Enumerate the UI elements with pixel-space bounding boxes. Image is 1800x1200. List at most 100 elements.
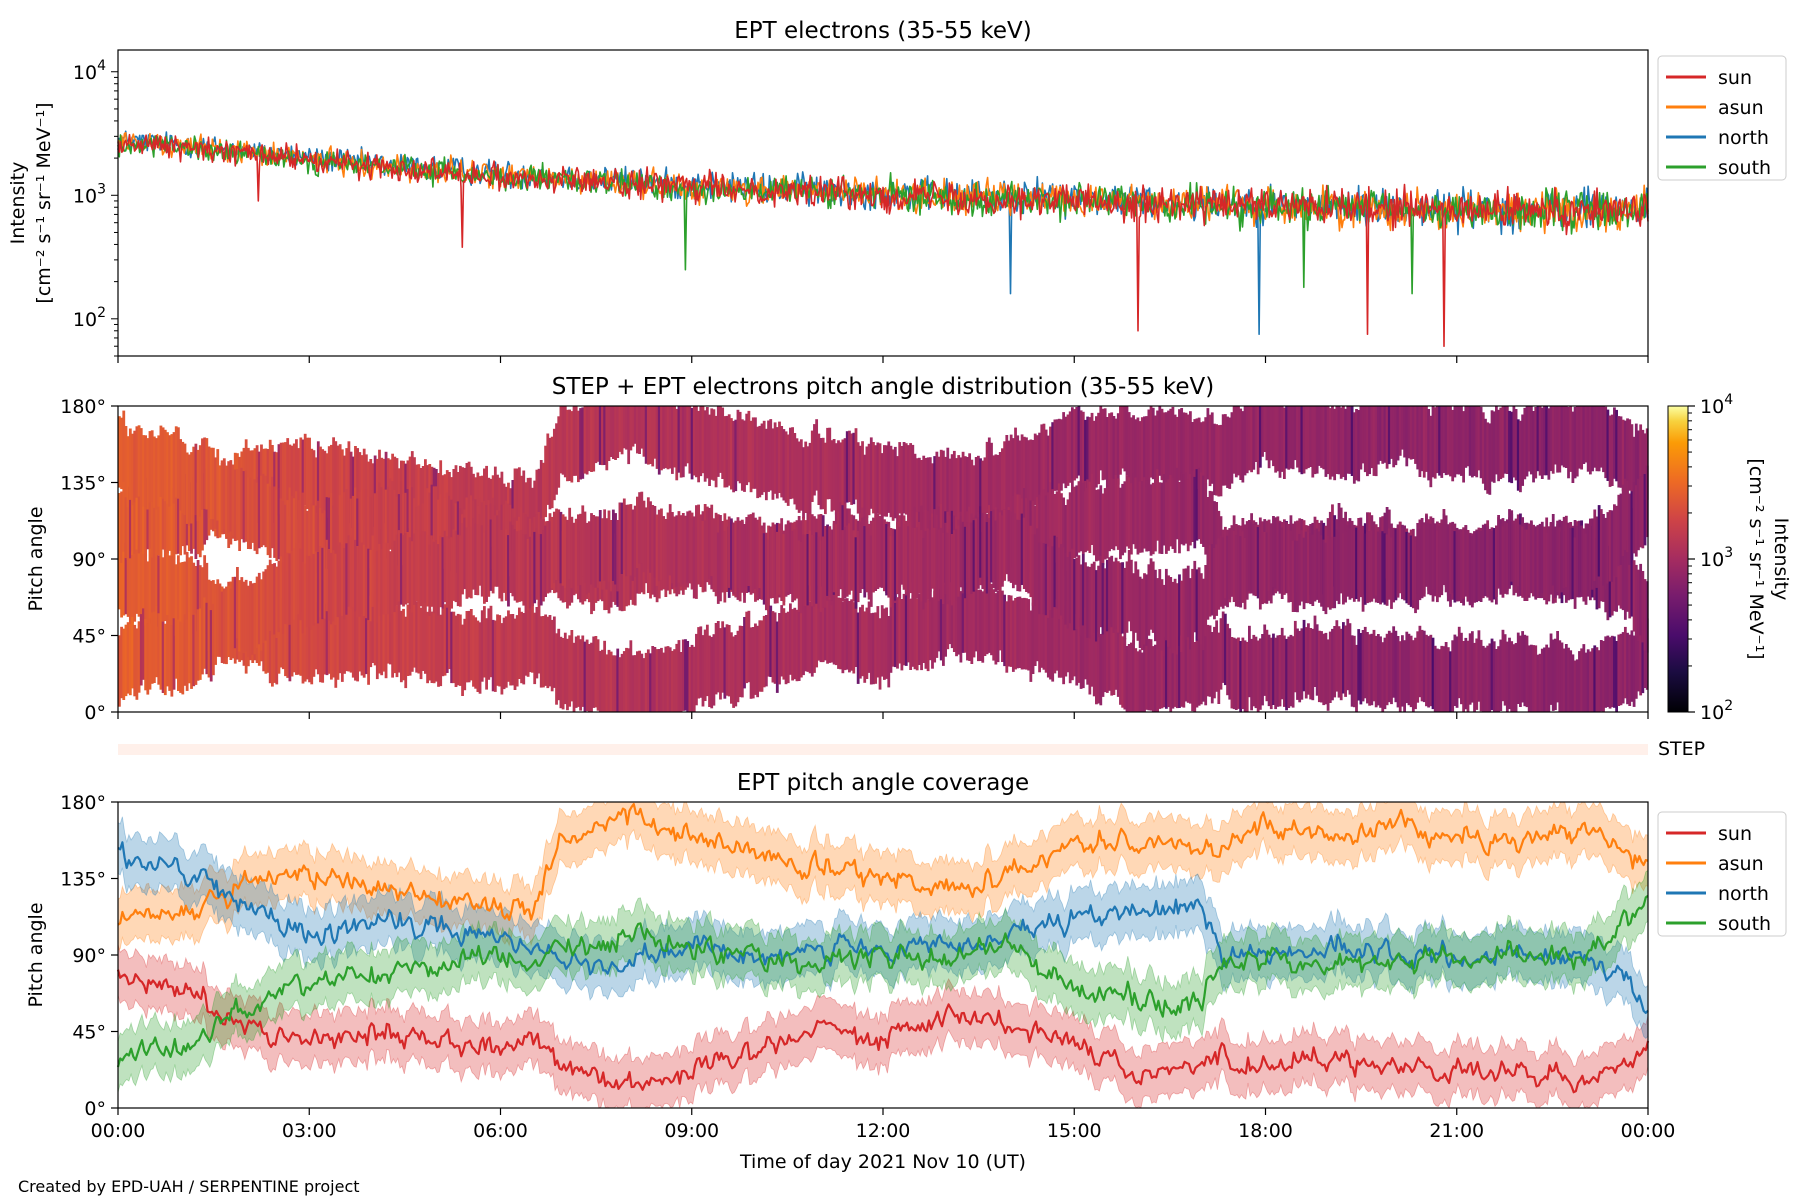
pad-cell-north: [179, 439, 182, 511]
pad-cell-south: [566, 519, 569, 592]
pad-cell-sun: [487, 608, 491, 680]
pad-cell-south: [944, 522, 947, 595]
pad-cell-sun: [190, 556, 193, 628]
pad-cell-south: [1527, 523, 1531, 595]
pad-cell-south: [227, 585, 231, 657]
pad-cell-sun: [1099, 633, 1103, 706]
pad-cell-sun: [133, 550, 137, 622]
pad-cell-south: [1304, 531, 1308, 604]
pad-cell-asun: [1344, 408, 1347, 481]
pad-cell-south: [649, 501, 652, 573]
pad-cell-south: [139, 614, 143, 686]
pad-cell-sun: [174, 564, 178, 636]
pad-cell-north: [1077, 481, 1081, 553]
pad-cell-south: [740, 521, 744, 593]
pad-cell-south: [1075, 557, 1079, 629]
pad-cell-south: [491, 522, 495, 594]
pad-cell-asun: [1143, 416, 1146, 488]
pad-cell-south: [843, 527, 847, 599]
pad-cell-north: [249, 477, 252, 550]
pad-cell-south: [1140, 578, 1144, 651]
pad-cell-south: [316, 552, 320, 624]
pad-cell-south: [1440, 523, 1444, 596]
pad-cell-asun: [1044, 429, 1048, 501]
pad-cell-south: [1387, 528, 1391, 600]
pad-cell-south: [1033, 534, 1037, 606]
pad-cell-asun: [950, 454, 954, 526]
pad-cell-south: [915, 527, 919, 599]
pad-cell-asun: [1267, 406, 1271, 469]
pad-cell-sun: [1269, 637, 1273, 710]
pad-cell-sun: [1217, 632, 1221, 704]
pad-cell-sun: [1433, 645, 1437, 712]
pad-cell-asun: [1136, 417, 1140, 489]
pad-cell-asun: [843, 438, 847, 510]
pad-cell-south: [898, 526, 902, 599]
pad-cell-asun: [644, 406, 648, 464]
pad-cell-south: [854, 537, 858, 609]
pad-cell-sun: [1313, 615, 1317, 687]
pad-cell-sun: [1095, 632, 1098, 705]
pad-cell-north: [181, 441, 185, 514]
pad-cell-north: [1210, 491, 1214, 563]
pad-cell-south: [236, 567, 239, 639]
pad-cell-north: [1127, 477, 1131, 549]
pad-cell-asun: [1256, 406, 1260, 475]
pad-cell-south: [1136, 569, 1140, 641]
pad-cell-south: [249, 581, 252, 653]
pad-cell-asun: [966, 457, 969, 529]
pad-cell-sun: [1453, 634, 1457, 706]
pad-cell-south: [1217, 538, 1221, 610]
pad-cell-sun: [288, 609, 292, 682]
pad-cell-asun: [708, 414, 711, 486]
pad-cell-south: [1433, 523, 1437, 595]
pad-cell-sun: [1460, 632, 1463, 705]
pad-cell-asun: [1095, 416, 1098, 488]
pad-cell-south: [1429, 523, 1433, 596]
pad-cell-south: [889, 536, 893, 608]
pad-cell-sun: [1593, 645, 1597, 712]
pad-cell-north: [1145, 480, 1149, 552]
pad-cell-sun: [1134, 648, 1138, 712]
pad-cell-asun: [122, 480, 126, 552]
pad-cell-asun: [1248, 406, 1251, 471]
pad-cell-south: [211, 603, 215, 676]
pad-cell-sun: [1628, 634, 1632, 706]
pad-cell-sun: [821, 590, 825, 663]
pad-cell-sun: [1127, 644, 1131, 712]
pad-cell-sun: [1005, 601, 1009, 673]
pad-cell-asun: [533, 480, 537, 552]
pad-cell-asun: [424, 459, 427, 531]
pad-cell-asun: [517, 467, 521, 539]
pad-cell-south: [681, 513, 685, 585]
pad-cell-south: [1022, 517, 1026, 589]
pad-cell-asun: [561, 406, 565, 475]
pad-cell-sun: [1573, 660, 1577, 712]
pad-cell-sun: [869, 613, 873, 685]
pad-cell-sun: [883, 608, 886, 680]
pad-cell-asun: [1121, 406, 1125, 469]
pad-cell-sun: [1571, 654, 1575, 712]
pad-cell-asun: [1134, 419, 1138, 491]
pad-cell-north: [410, 487, 414, 559]
pad-cell-asun: [760, 423, 764, 495]
pad-cell-south: [397, 530, 401, 602]
pad-cell-south: [163, 623, 167, 696]
pad-cell-sun: [688, 647, 692, 712]
pad-cell-south: [1055, 537, 1059, 609]
pad-cell-south: [679, 515, 683, 587]
pad-cell-sun: [563, 632, 567, 705]
pad-cell-sun: [144, 554, 148, 626]
pad-cell-south: [872, 521, 875, 593]
pad-cell-asun: [1335, 406, 1339, 474]
pad-cell-south: [782, 534, 786, 606]
pad-cell-sun: [1223, 613, 1227, 686]
pad-cell-asun: [316, 441, 320, 513]
pad-cell-asun: [1409, 406, 1413, 460]
pad-cell-asun: [688, 406, 692, 474]
pad-cell-south: [1617, 494, 1621, 567]
pad-cell-north: [170, 434, 174, 506]
pad-cell-asun: [1182, 412, 1186, 484]
pad-cell-south: [1460, 531, 1463, 603]
pad-cell-south: [299, 548, 303, 621]
